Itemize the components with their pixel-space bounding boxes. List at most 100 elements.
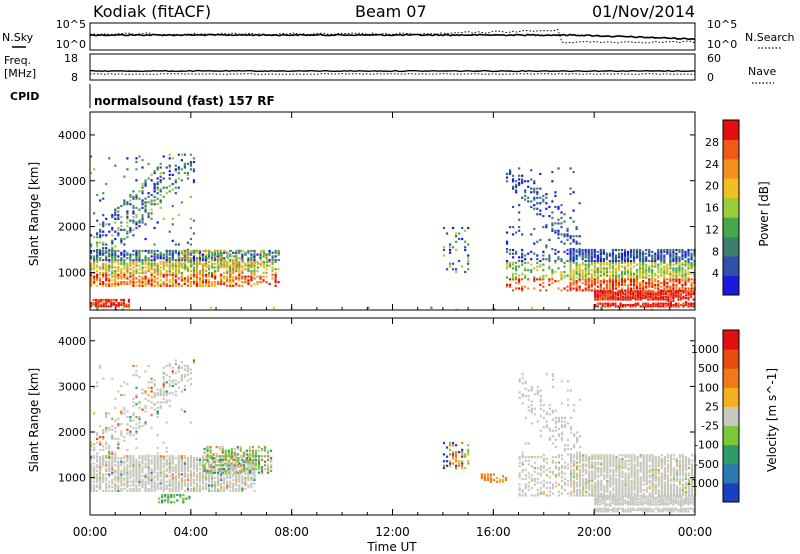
velocity-cell — [183, 455, 186, 458]
velocity-cell — [135, 471, 138, 474]
velocity-cell — [612, 463, 615, 466]
velocity-cell — [263, 446, 267, 449]
velocity-cell — [153, 464, 156, 467]
power-cell — [518, 218, 521, 221]
power-cell — [631, 294, 635, 297]
power-cell — [637, 290, 640, 293]
power-cell — [153, 268, 156, 271]
power-cell — [147, 279, 150, 282]
power-cell — [626, 278, 630, 281]
velocity-cell — [117, 484, 120, 487]
velocity-cell — [132, 462, 135, 465]
velocity-cell — [156, 478, 159, 482]
power-cell — [606, 297, 609, 300]
velocity-cell — [618, 490, 621, 493]
power-cell — [642, 287, 645, 290]
velocity-cell — [129, 471, 132, 474]
power-cell — [611, 261, 615, 264]
velocity-cell — [518, 461, 521, 464]
velocity-cell — [141, 392, 144, 395]
power-cell — [681, 256, 684, 259]
power-cell — [623, 280, 627, 283]
power-cell — [642, 256, 645, 259]
power-cell — [657, 303, 660, 307]
power-cell — [93, 260, 96, 264]
velocity-cell — [455, 457, 458, 461]
power-cell — [652, 291, 655, 294]
velocity-cell — [177, 460, 180, 463]
velocity-cell — [165, 401, 168, 404]
power-cell — [232, 277, 235, 280]
power-cell — [675, 270, 678, 274]
velocity-cell — [138, 425, 141, 428]
velocity-cell — [576, 494, 579, 497]
velocity-cell — [582, 466, 585, 470]
power-cell — [96, 277, 99, 280]
power-cell — [105, 257, 108, 260]
velocity-cell — [263, 447, 267, 451]
power-cell — [687, 291, 690, 294]
velocity-cell — [129, 456, 132, 460]
power-cell — [177, 177, 180, 180]
power-cell — [241, 277, 244, 280]
velocity-cell — [218, 446, 221, 449]
velocity-cell — [250, 478, 253, 482]
power-cell — [171, 282, 174, 286]
velocity-cell — [126, 383, 129, 386]
velocity-cell — [591, 476, 594, 479]
power-cell — [527, 261, 530, 264]
power-cell — [637, 297, 640, 300]
power-cell — [669, 265, 672, 268]
power-cell — [123, 271, 126, 275]
power-cell — [202, 262, 205, 265]
velocity-cell — [600, 474, 603, 477]
nsky-label: N.Sky — [2, 31, 34, 44]
velocity-cell — [167, 493, 170, 497]
velocity-cell — [123, 435, 126, 439]
power-cell — [132, 259, 135, 262]
velocity-cell — [588, 481, 591, 484]
velocity-cell — [232, 456, 235, 460]
velocity-cell — [105, 415, 108, 419]
power-cell — [162, 260, 165, 264]
power-cell — [241, 266, 244, 269]
velocity-cell — [527, 456, 530, 459]
velocity-cell — [624, 492, 627, 495]
velocity-cell — [99, 464, 102, 467]
velocity-cell — [168, 475, 171, 478]
power-cell — [508, 172, 512, 176]
power-cell — [123, 237, 126, 241]
velocity-cell — [530, 487, 533, 490]
power-cell — [560, 259, 563, 263]
velocity-cell — [461, 464, 464, 467]
velocity-cell — [111, 469, 114, 472]
power-cell — [177, 214, 180, 217]
power-cell — [367, 306, 370, 309]
velocity-cell — [153, 384, 156, 388]
velocity-cell — [229, 484, 232, 487]
power-cell — [150, 273, 153, 276]
power-cell — [107, 298, 110, 302]
power-cell — [621, 298, 625, 301]
velocity-cell — [167, 497, 170, 500]
velocity-cell — [524, 477, 527, 481]
power-cell — [120, 270, 123, 273]
power-cell — [590, 256, 593, 259]
power-cell — [634, 290, 637, 293]
power-cell — [548, 254, 551, 257]
velocity-cell — [492, 473, 496, 476]
power-cell — [652, 295, 655, 298]
power-cell — [687, 276, 690, 279]
velocity-cell — [606, 466, 609, 470]
power-cell — [542, 250, 545, 253]
velocity-cell — [162, 441, 165, 444]
power-cell — [192, 157, 196, 160]
velocity-cell — [93, 475, 96, 478]
power-cell — [250, 260, 253, 264]
power-cell — [467, 243, 470, 246]
velocity-cell — [138, 473, 141, 476]
power-cell — [566, 252, 569, 255]
velocity-cell — [455, 466, 458, 470]
velocity-cell — [141, 484, 144, 487]
power-cell — [566, 285, 569, 288]
